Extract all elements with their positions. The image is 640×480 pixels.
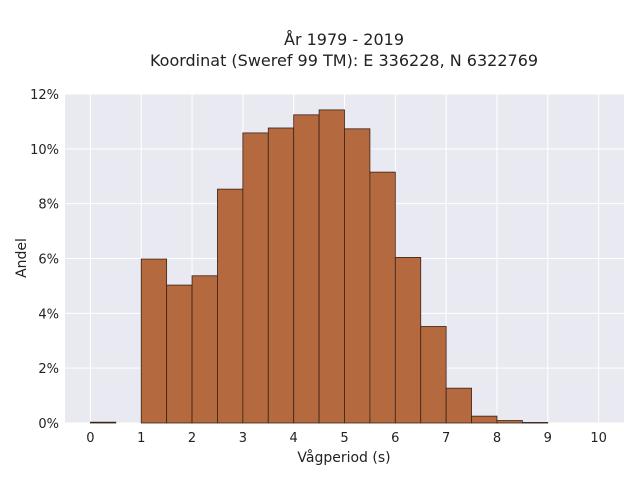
x-tick-label: 10 (590, 431, 607, 446)
histogram-bar (191, 275, 218, 424)
histogram-bar (521, 422, 549, 424)
x-tick-label: 2 (188, 431, 196, 446)
histogram-bar (420, 326, 447, 424)
y-tick-label: 6% (38, 253, 59, 268)
x-tick-label: 5 (340, 431, 348, 446)
histogram-bar (471, 415, 498, 424)
histogram-bar (496, 420, 523, 424)
histogram-bar (140, 258, 168, 424)
histogram-bar (242, 132, 269, 424)
x-tick-label: 0 (86, 431, 94, 446)
x-axis-label: Vågperiod (s) (297, 449, 390, 466)
histogram-bar (267, 127, 295, 424)
x-tick-label: 9 (544, 431, 552, 446)
y-tick-label: 8% (38, 198, 59, 213)
y-tick-label: 10% (30, 143, 59, 158)
y-tick-label: 4% (38, 307, 59, 322)
histogram-bar (293, 114, 320, 424)
histogram-bar (344, 128, 371, 424)
x-tick-label: 8 (493, 431, 501, 446)
histogram-bar (369, 171, 396, 424)
y-tick-label: 12% (30, 88, 59, 103)
x-tick-label: 7 (442, 431, 450, 446)
histogram-bar (445, 387, 472, 424)
chart-title-line-1: År 1979 - 2019 (284, 30, 404, 49)
histogram-bar (217, 188, 244, 424)
y-tick-label: 2% (38, 362, 59, 377)
x-axis-ticks: 0 1 2 3 4 5 6 7 8 9 10 (86, 431, 607, 446)
histogram-bar (90, 421, 117, 424)
x-tick-label: 1 (137, 431, 145, 446)
x-tick-label: 6 (391, 431, 399, 446)
y-tick-label: 0% (38, 417, 59, 432)
y-axis-label: Andel (14, 238, 30, 278)
x-tick-label: 4 (290, 431, 298, 446)
chart-title-line-2: Koordinat (Sweref 99 TM): E 336228, N 63… (150, 51, 538, 70)
histogram-bar (318, 109, 345, 424)
bars (90, 109, 549, 424)
histogram-bar (394, 257, 422, 424)
y-axis-ticks: 0% 2% 4% 6% 8% 10% 12% (30, 88, 59, 432)
x-tick-label: 3 (239, 431, 247, 446)
histogram-bar (166, 284, 193, 424)
